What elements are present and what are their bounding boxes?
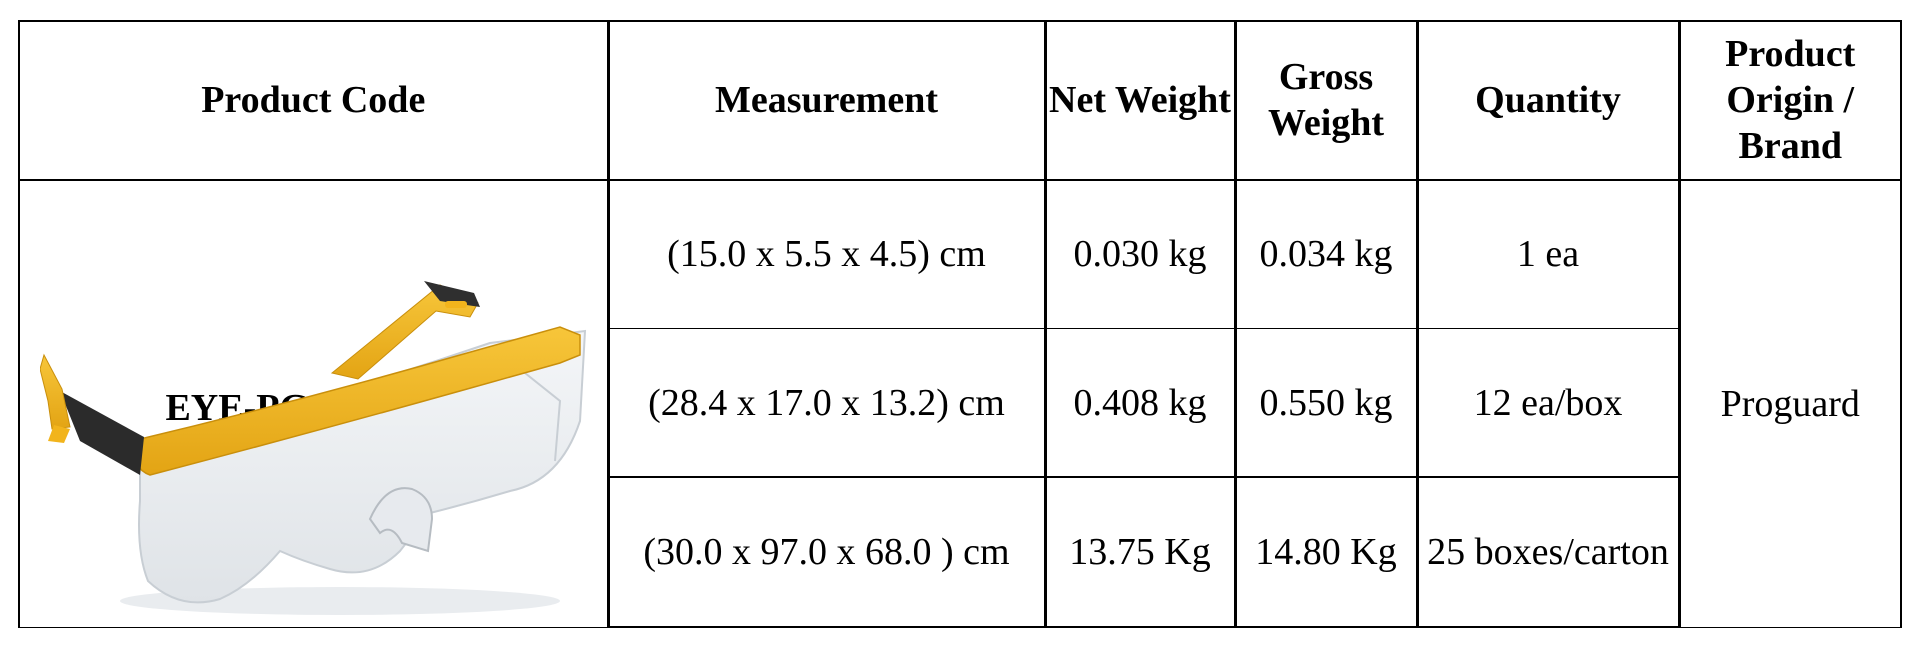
quantity-cell: 12 ea/box [1415,328,1680,479]
product-spec-table: Product Code Measurement Net Weight Gros… [18,20,1902,628]
header-measurement: Measurement [606,20,1046,181]
measurement-cell: (28.4 x 17.0 x 13.2) cm [606,328,1046,479]
net-weight-cell: 0.030 kg [1043,178,1236,329]
quantity-cell: 25 boxes/carton [1415,476,1680,628]
header-net-weight: Net Weight [1043,20,1236,181]
net-weight-cell: 0.408 kg [1043,328,1236,479]
header-row: Product Code Measurement Net Weight Gros… [18,20,1902,181]
brand-cell: Proguard [1677,178,1902,628]
safety-glasses-image [40,280,587,615]
header-product-code: Product Code [18,20,609,181]
header-gross-weight: Gross Weight [1233,20,1418,181]
measurement-cell: (15.0 x 5.5 x 4.5) cm [606,178,1046,329]
quantity-cell: 1 ea [1415,178,1680,329]
gross-weight-cell: 14.80 Kg [1233,476,1418,628]
product-cell: EYE-PG-ES46YC [18,178,609,628]
table-row: (30.0 x 97.0 x 68.0 ) cm 13.75 Kg 14.80 … [19,476,1901,628]
header-origin-brand: Product Origin / Brand [1677,20,1902,181]
measurement-cell: (30.0 x 97.0 x 68.0 ) cm [606,476,1046,628]
header-quantity: Quantity [1415,20,1680,181]
table-row: (28.4 x 17.0 x 13.2) cm 0.408 kg 0.550 k… [19,328,1901,479]
net-weight-cell: 13.75 Kg [1043,476,1236,628]
gross-weight-cell: 0.550 kg [1233,328,1418,479]
table-row: EYE-PG-ES46YC [18,178,1902,628]
gross-weight-cell: 0.034 kg [1233,178,1418,329]
